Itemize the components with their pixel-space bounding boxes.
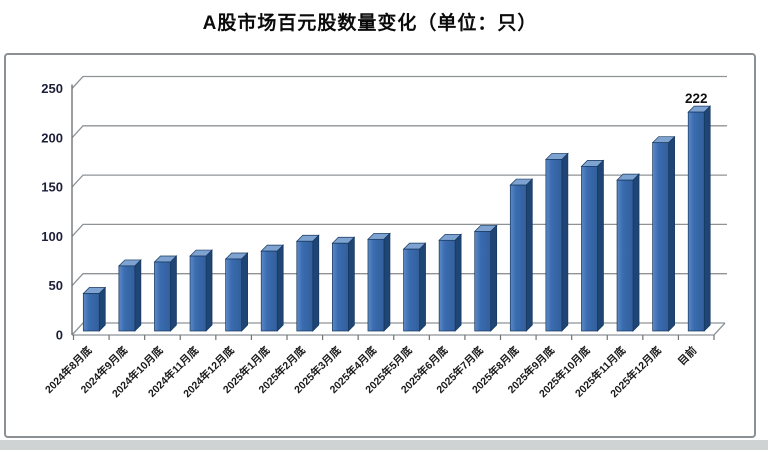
bar-side-face (241, 252, 248, 332)
bar (225, 258, 242, 332)
bar-side-face (525, 178, 533, 332)
bar-side-face (134, 259, 142, 332)
gridline (71, 125, 727, 139)
bar-data-label: 222 (685, 91, 708, 106)
bar-side-face (597, 159, 604, 332)
bar (545, 159, 563, 332)
bar (189, 255, 207, 332)
bar-side-face (668, 135, 675, 332)
bar (82, 293, 100, 332)
bar (474, 231, 492, 332)
gridline (71, 174, 727, 188)
y-axis-label: 250 (41, 81, 63, 96)
bar (616, 179, 634, 332)
bar (154, 261, 171, 332)
footer-strip (0, 440, 768, 450)
y-axis-label: 50 (49, 278, 63, 293)
y-axis-label: 0 (56, 328, 63, 343)
bar (581, 165, 598, 332)
bar-chart: 0501001502002502024年8月底2024年9月底2024年10月底… (41, 75, 727, 400)
bar (403, 248, 420, 332)
bar-side-face (170, 255, 177, 332)
gridline (71, 75, 727, 89)
bar (296, 240, 314, 332)
bar-side-face (632, 173, 640, 332)
y-axis-label: 100 (41, 229, 63, 244)
y-axis-label: 150 (41, 180, 63, 195)
bar (118, 265, 136, 332)
bar-side-face (205, 249, 213, 332)
bar (687, 111, 705, 332)
bar-side-face (490, 224, 498, 332)
bar-side-face (561, 152, 569, 332)
bar-side-face (98, 286, 106, 332)
bar-side-face (454, 233, 462, 332)
bar-side-face (312, 234, 320, 332)
bar-side-face (419, 242, 426, 332)
bar-side-face (276, 244, 284, 332)
page-title: A股市场百元股数量变化（单位：只） (202, 13, 538, 34)
bar (509, 184, 527, 332)
bar (652, 142, 669, 332)
bar-side-face (348, 236, 355, 332)
bar (260, 250, 278, 332)
chart-frame: 0 50 100 150 200 250 2024年8月底 2024年9月底 2024年10月底… (4, 53, 756, 438)
x-axis-label: 目前 (675, 344, 699, 368)
bar (438, 239, 456, 332)
bar (332, 242, 349, 332)
bar (367, 238, 385, 332)
bar-side-face (383, 232, 391, 332)
y-axis-label: 200 (41, 130, 63, 145)
bar-side-face (703, 105, 711, 332)
